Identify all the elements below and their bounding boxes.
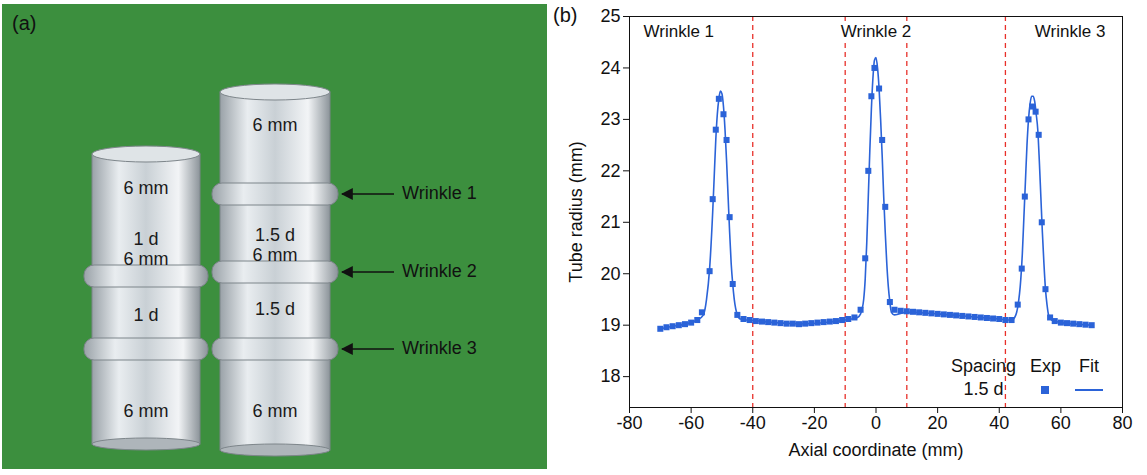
html-text:Spacing: Spacing: [950, 356, 1016, 376]
svg-text:6 mm: 6 mm: [253, 245, 298, 265]
svg-text:6 mm: 6 mm: [124, 178, 169, 198]
svg-text:1.5 d: 1.5 d: [255, 299, 295, 319]
svg-text:-60: -60: [678, 413, 704, 433]
svg-text:-80: -80: [616, 413, 642, 433]
svg-text:6 mm: 6 mm: [124, 249, 169, 269]
svg-text:Wrinkle 2: Wrinkle 2: [841, 22, 912, 41]
svg-text:Wrinkle 1: Wrinkle 1: [644, 22, 715, 41]
svg-text:40: 40: [989, 413, 1009, 433]
svg-text:-20: -20: [801, 413, 827, 433]
svg-text:24: 24: [600, 58, 620, 78]
svg-text:0: 0: [871, 413, 881, 433]
svg-text:6 mm: 6 mm: [253, 115, 298, 135]
svg-text:23: 23: [600, 109, 620, 129]
svg-text:Wrinkle 3: Wrinkle 3: [1035, 22, 1106, 41]
svg-text:19: 19: [600, 315, 620, 335]
svg-text:Axial coordinate (mm): Axial coordinate (mm): [788, 440, 963, 460]
html-text:Exp: Exp: [1030, 356, 1061, 376]
svg-text:6 mm: 6 mm: [124, 401, 169, 421]
svg-text:60: 60: [1051, 413, 1071, 433]
svg-text:20: 20: [928, 413, 948, 433]
svg-text:22: 22: [600, 161, 620, 181]
svg-text:1.5 d: 1.5 d: [255, 225, 295, 245]
svg-text:1 d: 1 d: [133, 305, 158, 325]
svg-text:Tube radius (mm): Tube radius (mm): [566, 141, 586, 282]
svg-text:21: 21: [600, 212, 620, 232]
svg-text:20: 20: [600, 263, 620, 283]
html-text:Fit: Fit: [1079, 356, 1099, 376]
svg-text:-40: -40: [740, 413, 766, 433]
svg-text:Wrinkle 1: Wrinkle 1: [402, 183, 477, 203]
html-text:(b): (b): [553, 4, 578, 26]
svg-text:25: 25: [600, 6, 620, 26]
svg-text:1 d: 1 d: [133, 229, 158, 249]
svg-text:(a): (a): [12, 12, 36, 34]
svg-text:Wrinkle 2: Wrinkle 2: [402, 261, 477, 281]
html-text:1.5 d: 1.5 d: [963, 379, 1004, 399]
svg-text:6 mm: 6 mm: [253, 401, 298, 421]
svg-text:Wrinkle 3: Wrinkle 3: [402, 338, 477, 358]
svg-text:80: 80: [1112, 413, 1132, 433]
svg-text:18: 18: [600, 366, 620, 386]
